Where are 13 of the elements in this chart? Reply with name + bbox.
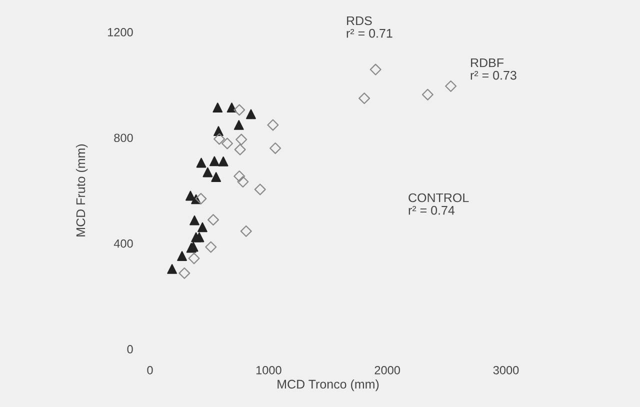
x-tick-label: 1000 [256, 366, 282, 374]
y-tick-label: 800 [114, 134, 133, 142]
x-tick-label: 0 [147, 366, 153, 374]
y-tick-label: 1200 [108, 28, 133, 36]
y-tick-label: 400 [114, 239, 133, 248]
annotation: RDS r² = 0.71 [346, 16, 392, 38]
annotation: CONTROL r² = 0.74 [408, 193, 469, 215]
x-tick-label: 3000 [493, 366, 519, 374]
x-tick-label: 2000 [374, 366, 400, 374]
y-axis-title: MCD Fruto (mm) [76, 144, 88, 236]
x-axis-title: MCD Tronco (mm) [278, 379, 379, 392]
annotation: RDBF r² = 0.73 [470, 58, 516, 80]
y-tick-label: 0 [127, 345, 133, 354]
